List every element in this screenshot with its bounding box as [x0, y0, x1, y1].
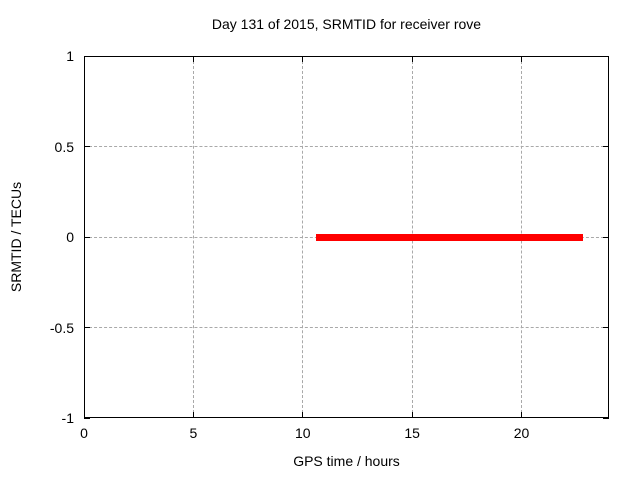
- y-gridline: [84, 146, 609, 147]
- y-gridline: [84, 327, 609, 328]
- x-tick-label: 10: [294, 425, 311, 441]
- x-tick-label: 5: [189, 425, 198, 441]
- y-tick-label: -0.5: [49, 319, 74, 336]
- x-tick-mark: [411, 56, 413, 62]
- y-tick-mark: [84, 236, 90, 238]
- y-tick-label: -1: [61, 410, 74, 426]
- y-tick-mark: [603, 146, 609, 147]
- x-tick-mark: [521, 412, 522, 418]
- x-tick-label: 20: [513, 425, 530, 441]
- x-tick-mark: [521, 56, 522, 62]
- y-tick-label: 1: [66, 48, 74, 64]
- y-tick-mark: [84, 417, 90, 419]
- y-tick-label: 0: [66, 229, 74, 245]
- y-tick-mark: [84, 327, 90, 328]
- x-tick-mark: [83, 56, 85, 62]
- y-tick-mark: [84, 146, 90, 147]
- x-tick-mark: [302, 412, 304, 418]
- data-line-srmtid: [315, 233, 583, 241]
- plot-area: [83, 55, 609, 419]
- y-tick-mark: [84, 55, 90, 57]
- x-tick-label: 0: [80, 425, 88, 441]
- x-tick-mark: [411, 412, 413, 418]
- y-tick-mark: [603, 327, 609, 328]
- x-tick-mark: [302, 56, 304, 62]
- x-tick-mark: [192, 56, 194, 62]
- y-tick-mark: [603, 236, 609, 238]
- x-axis-label: GPS time / hours: [293, 453, 400, 469]
- x-tick-label: 15: [404, 425, 420, 441]
- x-tick-mark: [192, 412, 194, 418]
- y-tick-mark: [603, 55, 609, 57]
- y-tick-label: 0.5: [54, 138, 74, 155]
- chart-title: Day 131 of 2015, SRMTID for receiver rov…: [211, 16, 482, 32]
- y-tick-mark: [603, 417, 609, 419]
